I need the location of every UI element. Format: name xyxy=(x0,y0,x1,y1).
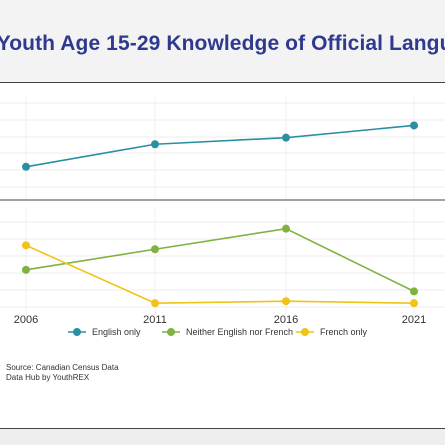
series-line xyxy=(25,244,415,304)
x-tick-label: 2021 xyxy=(402,314,426,326)
source-note: Source: Canadian Census Data Data Hub by… xyxy=(6,363,119,383)
data-point xyxy=(282,297,290,306)
x-tick-label: 2011 xyxy=(143,314,167,326)
data-point xyxy=(22,265,30,274)
x-tick-label: 2016 xyxy=(274,314,298,326)
data-point xyxy=(151,140,159,149)
credit-line: Data Hub by YouthREX xyxy=(6,373,90,382)
data-point xyxy=(282,224,290,233)
data-point xyxy=(410,287,418,296)
data-point xyxy=(151,299,159,308)
legend-marker xyxy=(301,328,309,336)
bottom-divider xyxy=(0,428,445,429)
x-tick-label: 2006 xyxy=(14,314,38,326)
legend-label: Neither English nor French xyxy=(186,327,293,337)
footer-strip xyxy=(0,429,445,445)
data-point xyxy=(22,162,30,171)
line-chart: 2006 2011 2016 2021 English only Neither Engl… xyxy=(0,95,445,337)
series-line xyxy=(25,124,415,168)
data-point xyxy=(151,245,159,254)
top-divider xyxy=(0,82,445,83)
chart-title: rio Youth Age 15-29 Knowledge of Officia… xyxy=(0,32,445,55)
legend-label: French only xyxy=(320,327,368,337)
series-line xyxy=(25,227,415,293)
legend-label: English only xyxy=(92,327,141,337)
data-point xyxy=(282,133,290,142)
legend-marker xyxy=(73,328,81,336)
data-point xyxy=(410,121,418,130)
source-line: Source: Canadian Census Data xyxy=(6,363,119,372)
data-point xyxy=(410,299,418,308)
legend-marker xyxy=(167,328,175,336)
data-point xyxy=(22,241,30,250)
title-bar: rio Youth Age 15-29 Knowledge of Officia… xyxy=(0,0,445,82)
